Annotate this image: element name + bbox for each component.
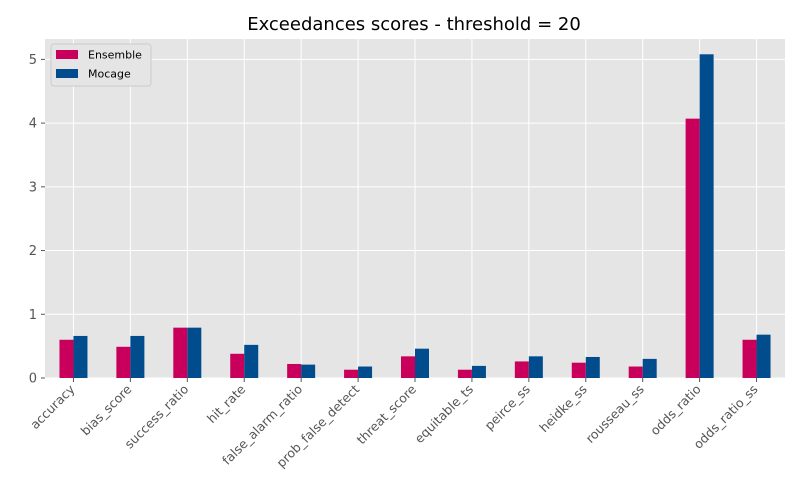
- bar-ensemble-odds_ratio: [685, 118, 700, 378]
- legend-swatch-ensemble: [56, 50, 78, 59]
- bar-ensemble-prob_false_detect: [344, 369, 359, 378]
- bar-ensemble-bias_score: [116, 346, 131, 378]
- y-axis-ticks: 0 1 2 3 4 5: [29, 53, 45, 387]
- bar-mocage-threat_score: [415, 348, 429, 378]
- bar-ensemble-odds_ratio_ss: [742, 339, 757, 378]
- y-tick-label: 0: [29, 372, 37, 387]
- bar-mocage-heidke_ss: [585, 356, 600, 378]
- y-tick-label: 2: [29, 244, 37, 259]
- bar-mocage-success_ratio: [187, 327, 202, 378]
- bar-mocage-odds_ratio: [699, 54, 714, 378]
- bar-ensemble-false_alarm_ratio: [287, 363, 302, 378]
- y-tick-label: 1: [29, 308, 37, 323]
- bar-mocage-equitable_ts: [471, 365, 486, 378]
- bar-ensemble-accuracy: [59, 339, 74, 378]
- chart-title: Exceedances scores - threshold = 20: [247, 14, 581, 35]
- bar-mocage-peirce_ss: [528, 356, 543, 378]
- legend-swatch-mocage: [56, 69, 78, 78]
- y-tick-label: 4: [29, 117, 37, 132]
- bar-mocage-odds_ratio_ss: [756, 334, 771, 378]
- bars: [59, 54, 771, 378]
- bar-mocage-rousseau_ss: [642, 358, 657, 378]
- bar-mocage-false_alarm_ratio: [301, 364, 316, 378]
- bar-mocage-accuracy: [73, 335, 88, 378]
- gridlines: [45, 39, 785, 379]
- bar-mocage-hit_rate: [244, 344, 259, 378]
- bar-ensemble-heidke_ss: [571, 362, 586, 378]
- bar-mocage-prob_false_detect: [358, 366, 373, 378]
- y-tick-label: 5: [29, 53, 37, 68]
- bar-ensemble-success_ratio: [173, 327, 188, 378]
- bar-ensemble-equitable_ts: [457, 369, 472, 378]
- legend-label-mocage: Mocage: [88, 68, 131, 81]
- bar-ensemble-peirce_ss: [514, 361, 529, 378]
- bar-ensemble-threat_score: [401, 356, 415, 378]
- bar-mocage-bias_score: [130, 335, 145, 378]
- bar-ensemble-rousseau_ss: [628, 366, 643, 378]
- bar-ensemble-hit_rate: [230, 353, 245, 378]
- legend-label-ensemble: Ensemble: [88, 49, 142, 62]
- legend: Ensemble Mocage: [50, 43, 152, 87]
- y-tick-label: 3: [29, 180, 37, 195]
